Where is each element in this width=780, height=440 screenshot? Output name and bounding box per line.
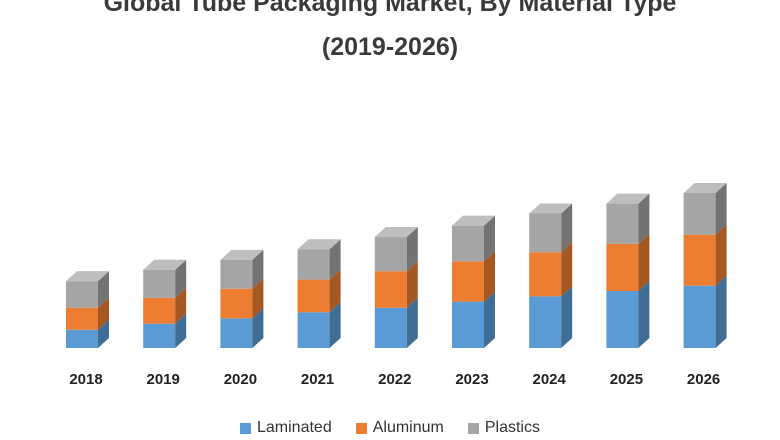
x-tick-label-2020: 2020 [224, 371, 257, 388]
x-tick-label-2021: 2021 [301, 371, 334, 388]
bar-plastics-2018 [66, 281, 98, 308]
x-axis-labels: 2018 2019 2020 2021 2022 2023 2024 2025 2026 [69, 371, 720, 388]
legend-label-laminated: Laminated [257, 419, 332, 436]
legend: Laminated Aluminum Plastics [0, 416, 780, 440]
bar-top-2019 [143, 259, 187, 270]
bar-laminated-2024 [529, 296, 562, 348]
bar-side-aluminum-2019 [175, 287, 187, 324]
bar-side-plastics-2022 [406, 227, 418, 272]
bar-laminated-2020 [220, 318, 253, 348]
bar-plastics-2026 [683, 192, 716, 235]
bar-aluminum-2020 [220, 288, 253, 319]
bar-aluminum-2018 [66, 307, 98, 330]
bar-laminated-2021 [297, 312, 330, 348]
bar-aluminum-2026 [683, 234, 716, 286]
bar-plastics-2024 [529, 213, 562, 253]
bar-side-laminated-2018 [98, 319, 109, 348]
bar-side-laminated-2026 [715, 275, 727, 348]
bar-laminated-2022 [374, 307, 407, 348]
bar-side-aluminum-2020 [252, 278, 264, 319]
x-tick-label-2018: 2018 [69, 371, 102, 388]
chart-subtitle: (2019-2026) [321, 33, 459, 61]
chart-title: Global Tube Packaging Market, By Materia… [103, 0, 677, 17]
bar-top-2021 [297, 239, 341, 250]
bar-side-aluminum-2026 [715, 224, 727, 286]
bars-group [66, 182, 727, 348]
legend-item-aluminum: Aluminum [355, 419, 444, 437]
bar-aluminum-2024 [529, 252, 562, 297]
bar-side-plastics-2019 [175, 259, 187, 298]
bar-top-2020 [220, 249, 264, 260]
bar-laminated-2025 [606, 291, 639, 348]
bar-side-laminated-2024 [561, 286, 573, 348]
bar-side-laminated-2025 [638, 281, 650, 348]
bar-plastics-2025 [606, 203, 639, 244]
bar-top-2022 [374, 227, 418, 238]
bar-top-2024 [529, 203, 573, 214]
bar-aluminum-2019 [143, 297, 176, 324]
bar-side-plastics-2024 [561, 203, 573, 253]
bar-side-aluminum-2022 [406, 261, 418, 308]
bar-laminated-2018 [66, 329, 98, 348]
bar-aluminum-2021 [297, 279, 330, 313]
bar-laminated-2019 [143, 323, 176, 348]
bar-side-plastics-2023 [484, 215, 495, 262]
bar-top-2023 [452, 215, 495, 226]
legend-swatch-plastics [467, 422, 479, 434]
bar-side-plastics-2025 [638, 193, 650, 244]
x-tick-label-2022: 2022 [378, 371, 411, 388]
bar-side-plastics-2018 [98, 271, 109, 308]
bar-plastics-2020 [220, 259, 253, 289]
bar-side-laminated-2021 [329, 302, 341, 348]
x-tick-label-2024: 2024 [533, 371, 567, 388]
legend-swatch-aluminum [355, 422, 367, 434]
bar-side-aluminum-2025 [638, 233, 650, 291]
bar-side-laminated-2023 [484, 291, 495, 348]
bar-plastics-2021 [297, 249, 330, 280]
bar-top-2026 [683, 182, 727, 193]
bar-side-laminated-2020 [252, 308, 264, 348]
bar-side-aluminum-2021 [329, 269, 341, 313]
bar-side-laminated-2019 [175, 313, 187, 348]
bar-side-plastics-2020 [252, 249, 264, 289]
legend-label-plastics: Plastics [484, 419, 540, 436]
x-tick-label-2023: 2023 [455, 371, 488, 388]
bar-plastics-2019 [143, 269, 176, 298]
x-tick-label-2019: 2019 [147, 371, 180, 388]
bar-side-aluminum-2024 [561, 242, 573, 297]
legend-item-plastics: Plastics [467, 419, 540, 437]
bar-side-plastics-2021 [329, 239, 341, 280]
bar-top-2018 [66, 271, 109, 282]
x-tick-label-2025: 2025 [610, 371, 643, 388]
bar-laminated-2026 [683, 285, 716, 348]
x-tick-label-2026: 2026 [687, 371, 720, 388]
bar-aluminum-2023 [452, 261, 484, 302]
legend-item-laminated: Laminated [240, 419, 332, 437]
bar-aluminum-2022 [374, 271, 407, 308]
legend-label-aluminum: Aluminum [372, 419, 444, 436]
bar-laminated-2023 [452, 301, 484, 348]
bar-plastics-2022 [374, 237, 407, 272]
bar-aluminum-2025 [606, 243, 639, 291]
bar-side-laminated-2022 [406, 297, 418, 348]
bar-side-aluminum-2023 [484, 251, 495, 302]
legend-swatch-laminated [240, 422, 251, 434]
bar-side-plastics-2026 [715, 182, 727, 235]
bar-plastics-2023 [452, 225, 484, 262]
bar-side-aluminum-2018 [98, 297, 109, 330]
bar-top-2025 [606, 193, 650, 204]
